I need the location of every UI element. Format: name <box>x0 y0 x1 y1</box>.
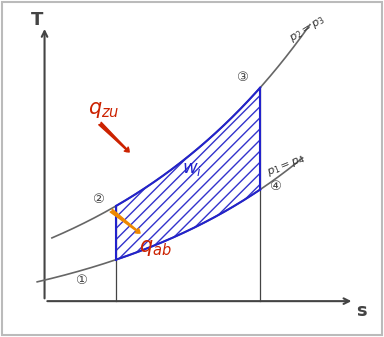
Text: s: s <box>356 302 367 320</box>
Text: T: T <box>31 11 43 29</box>
Text: $w_i$: $w_i$ <box>182 159 202 178</box>
Text: $q_{ab}$: $q_{ab}$ <box>139 238 172 258</box>
Text: $q_{zu}$: $q_{zu}$ <box>88 100 119 120</box>
Text: ①: ① <box>76 274 87 286</box>
Text: $p_1 = p_4$: $p_1 = p_4$ <box>266 153 307 179</box>
Text: ②: ② <box>92 193 104 206</box>
Text: ③: ③ <box>236 71 248 84</box>
Text: ④: ④ <box>269 180 281 193</box>
Text: $p_2 = p_3$: $p_2 = p_3$ <box>288 14 328 45</box>
